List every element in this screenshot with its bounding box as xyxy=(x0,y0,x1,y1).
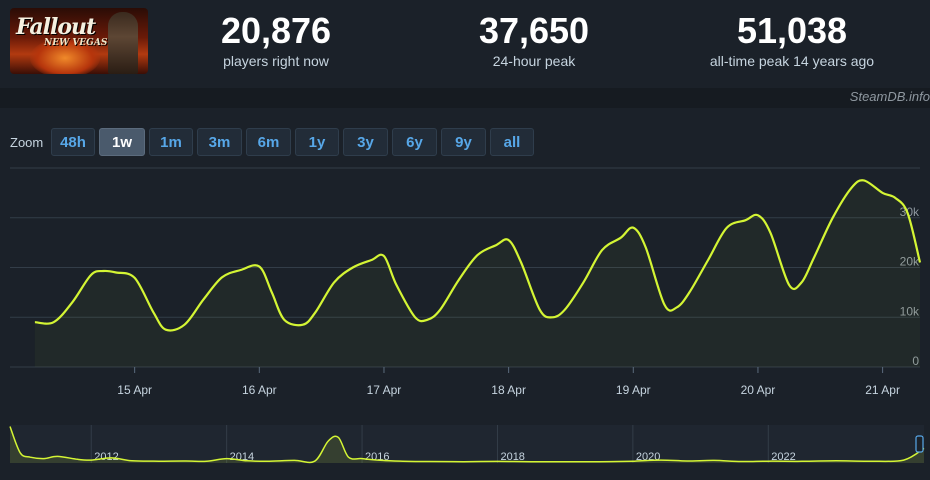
stat-value: 37,650 xyxy=(478,10,590,51)
game-logo[interactable]: Fallout NEW VEGAS xyxy=(10,8,148,74)
zoom-button-6m[interactable]: 6m xyxy=(246,128,291,156)
navigator-background xyxy=(10,425,924,463)
x-tick-label: 15 Apr xyxy=(117,383,152,397)
credit-link[interactable]: SteamDB.info xyxy=(849,89,930,104)
stat-label: all-time peak 14 years ago xyxy=(709,53,875,69)
logo-title: Fallout xyxy=(16,14,96,40)
stat-value: 20,876 xyxy=(220,10,332,51)
x-tick-label: 19 Apr xyxy=(616,383,651,397)
stat-all-time-peak: 51,038 all-time peak 14 years ago xyxy=(692,10,892,70)
y-tick-label: 10k xyxy=(900,304,920,318)
zoom-button-3m[interactable]: 3m xyxy=(197,128,242,156)
series-line-players[interactable] xyxy=(34,179,922,332)
zoom-button-3y[interactable]: 3y xyxy=(343,128,388,156)
x-tick-label: 17 Apr xyxy=(367,383,402,397)
zoom-button-group: 48h 1w 1m 3m 6m 1y 3y 6y 9y all xyxy=(51,128,538,156)
stat-24h-peak: 37,650 24-hour peak xyxy=(434,10,634,70)
stat-label: players right now xyxy=(223,53,329,69)
navigator-year-label: 2018 xyxy=(500,451,524,463)
zoom-button-6y[interactable]: 6y xyxy=(392,128,437,156)
stat-label: 24-hour peak xyxy=(492,53,576,69)
header-divider-band xyxy=(0,88,930,108)
logo-sun-graphic xyxy=(30,38,100,74)
header: Fallout NEW VEGAS 20,876 players right n… xyxy=(0,0,930,88)
zoom-button-1w[interactable]: 1w xyxy=(99,128,145,156)
navigator-range-handle[interactable] xyxy=(915,435,924,453)
x-tick-label: 16 Apr xyxy=(242,383,277,397)
stat-value: 51,038 xyxy=(736,10,848,51)
zoom-button-48h[interactable]: 48h xyxy=(51,128,95,156)
logo-ranger-figure xyxy=(108,12,138,74)
x-tick-label: 18 Apr xyxy=(491,383,526,397)
navigator-year-label: 2022 xyxy=(771,451,795,463)
stat-current-players: 20,876 players right now xyxy=(176,10,376,70)
zoom-button-all[interactable]: all xyxy=(490,128,534,156)
logo-subtitle: NEW VEGAS xyxy=(44,38,108,48)
series-area-fill xyxy=(34,180,920,367)
zoom-button-1m[interactable]: 1m xyxy=(149,128,193,156)
y-tick-label: 0 xyxy=(912,354,919,368)
zoom-button-9y[interactable]: 9y xyxy=(441,128,486,156)
navigator-year-label: 2012 xyxy=(94,451,118,463)
x-tick-label: 21 Apr xyxy=(865,383,900,397)
zoom-button-1y[interactable]: 1y xyxy=(295,128,339,156)
x-tick-label: 20 Apr xyxy=(741,383,776,397)
zoom-label: Zoom xyxy=(10,135,44,150)
y-tick-label: 20k xyxy=(900,255,920,269)
navigator-series-line xyxy=(9,426,925,464)
